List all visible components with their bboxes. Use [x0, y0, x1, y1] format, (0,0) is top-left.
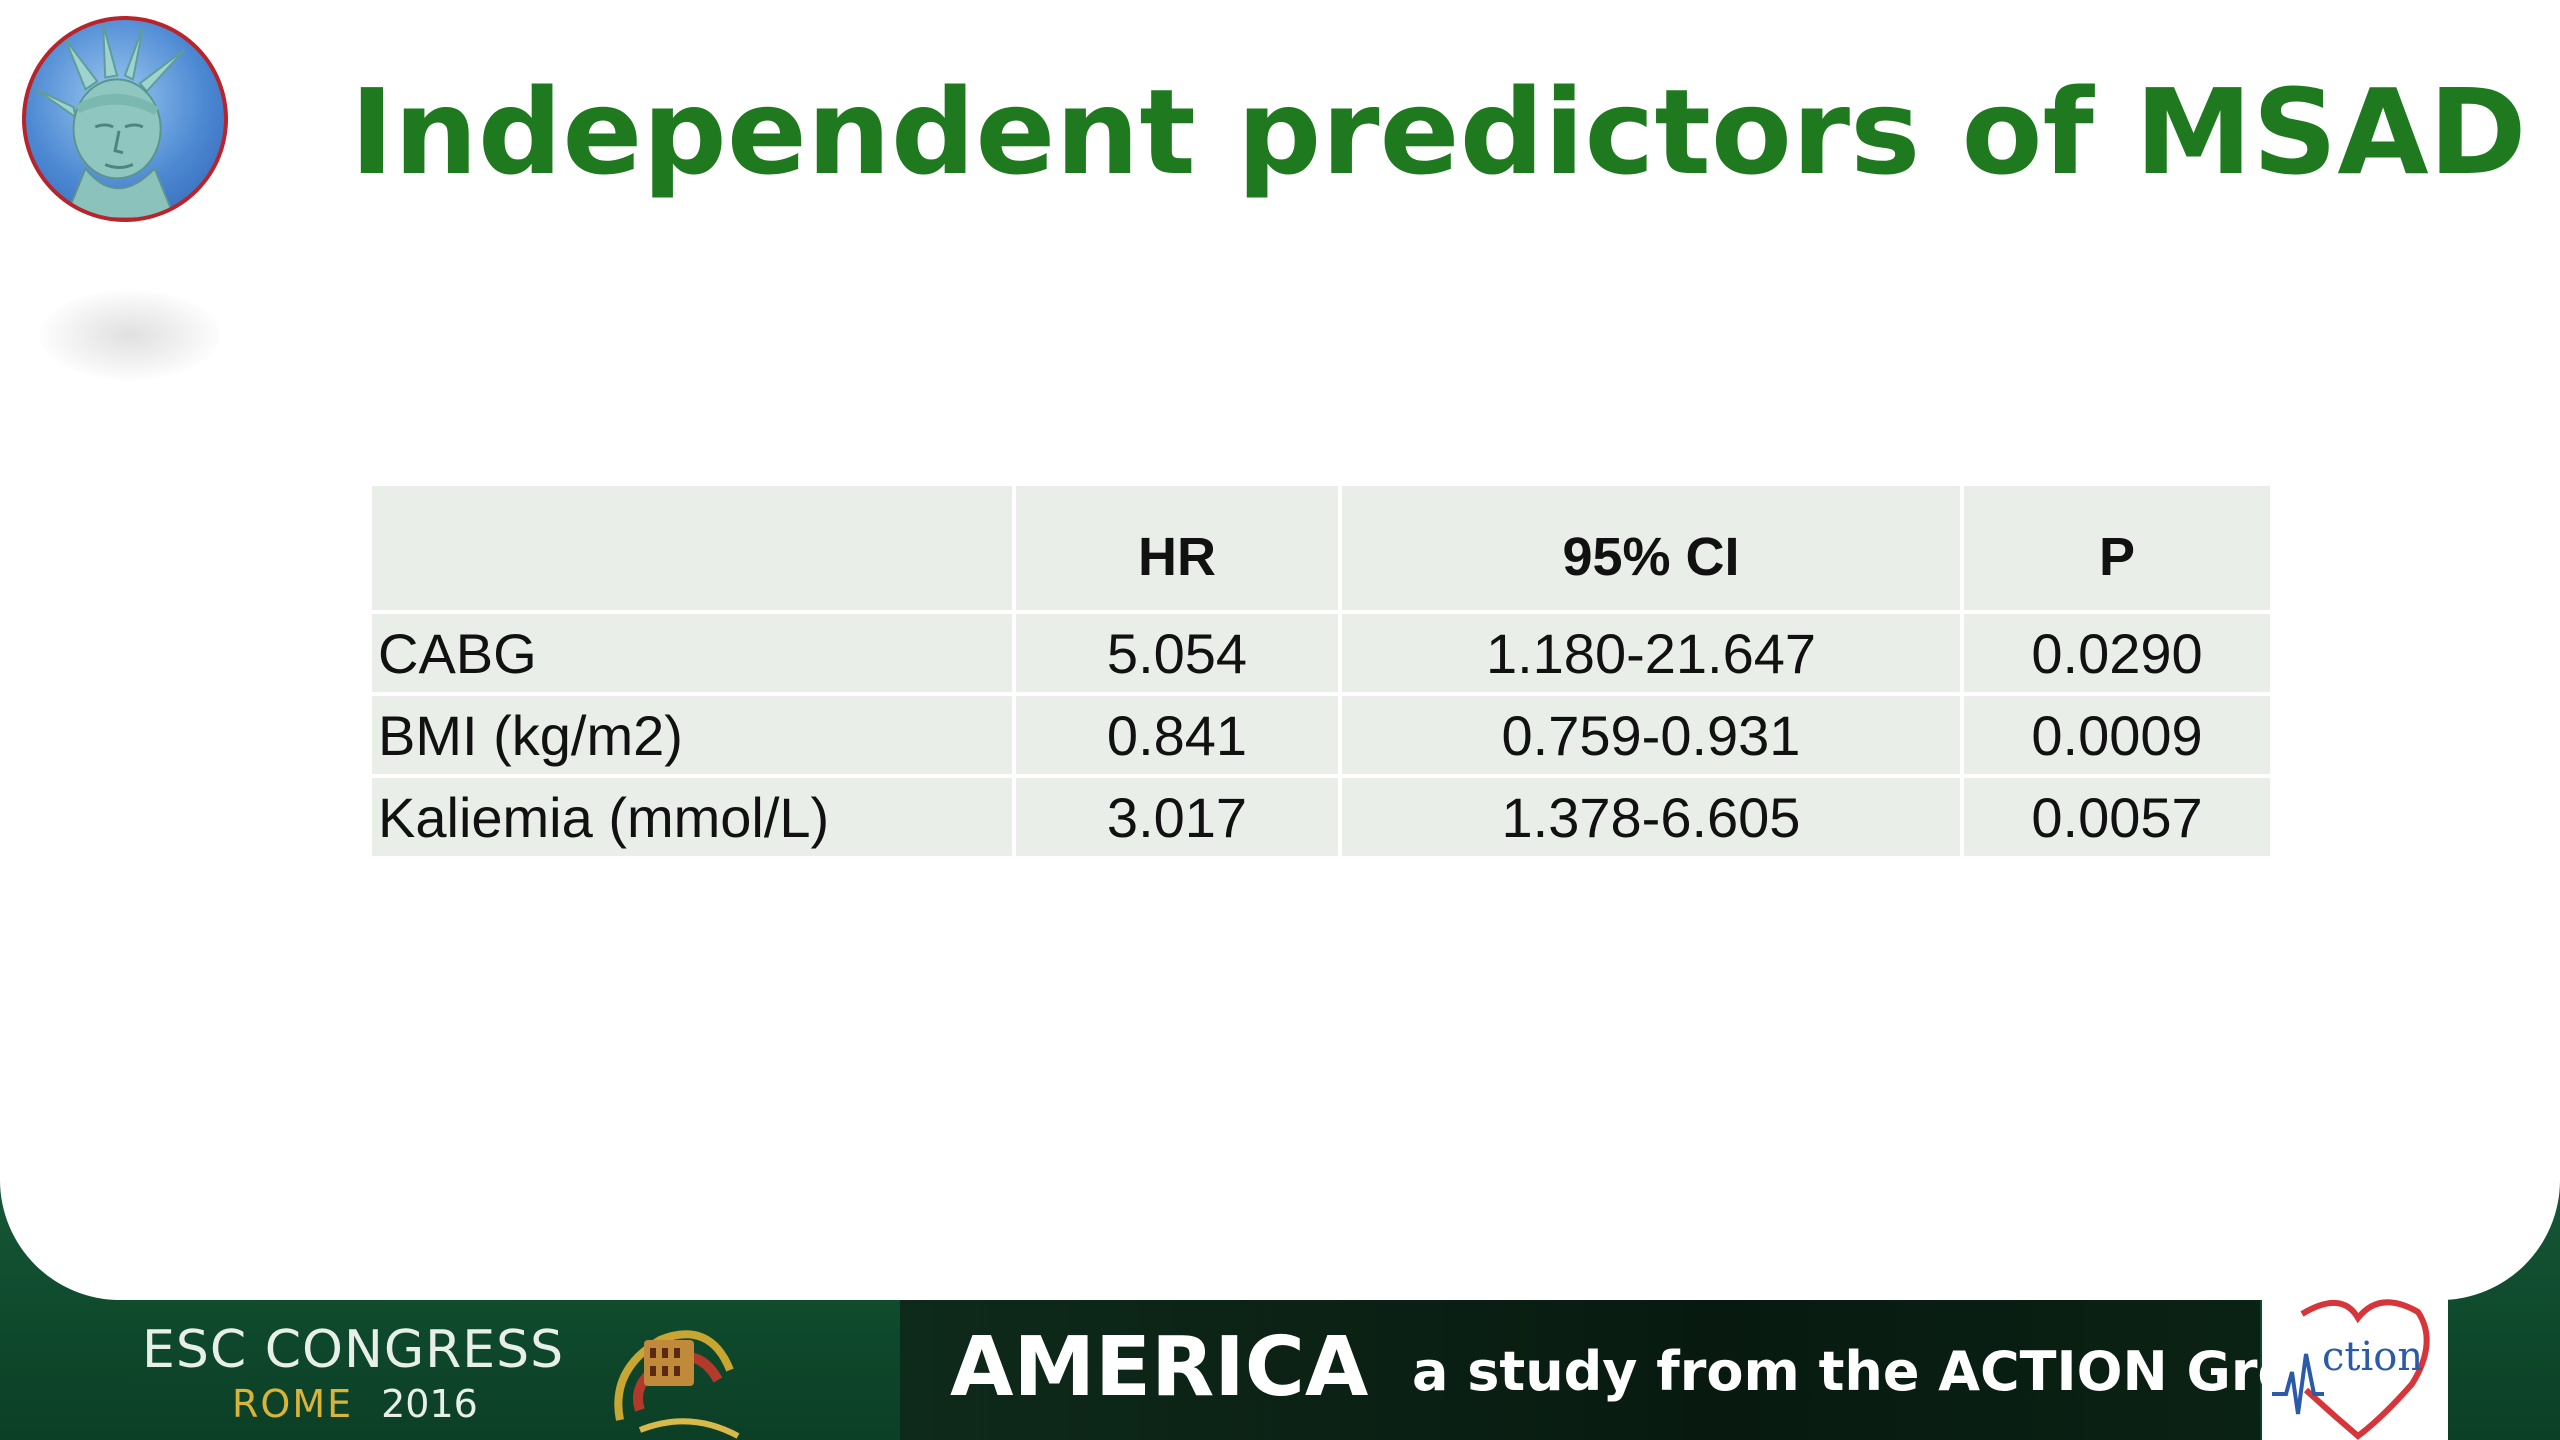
action-heart-logo: ction: [2262, 1294, 2448, 1440]
hr-value: 3.017: [1016, 778, 1342, 860]
ci-value: 0.759-0.931: [1342, 696, 1964, 778]
study-name: AMERICA: [950, 1320, 1369, 1415]
header-cell-hr: HR: [1016, 486, 1342, 614]
congress-year: 2016: [381, 1382, 478, 1426]
congress-city: ROME: [232, 1382, 354, 1426]
emblem-shadow: [40, 290, 220, 380]
slide-title: Independent predictors of MSAD: [350, 63, 2527, 201]
hr-value: 5.054: [1016, 614, 1342, 696]
ci-value: 1.378-6.605: [1342, 778, 1964, 860]
table-row: Kaliemia (mmol/L) 3.017 1.378-6.605 0.00…: [372, 778, 2270, 860]
hr-value: 0.841: [1016, 696, 1342, 778]
p-value: 0.0057: [1964, 778, 2270, 860]
congress-name: ESC CONGRESS: [142, 1320, 565, 1380]
predictors-table: HR 95% CI P CABG 5.054 1.180-21.647 0.02…: [372, 486, 2270, 860]
table-header-row: HR 95% CI P: [372, 486, 2270, 614]
row-label: BMI (kg/m2): [372, 696, 1016, 778]
table-row: CABG 5.054 1.180-21.647 0.0290: [372, 614, 2270, 696]
header-cell-empty: [372, 486, 1016, 614]
table-row: BMI (kg/m2) 0.841 0.759-0.931 0.0009: [372, 696, 2270, 778]
header-cell-ci: 95% CI: [1342, 486, 1964, 614]
footer-white-curve: [0, 1080, 2560, 1300]
congress-location: ROME 2016: [232, 1382, 478, 1426]
header-cell-p: P: [1964, 486, 2270, 614]
statue-of-liberty-icon: [22, 16, 228, 222]
p-value: 0.0009: [1964, 696, 2270, 778]
logo-text: ction: [2322, 1334, 2424, 1380]
row-label: CABG: [372, 614, 1016, 696]
ci-value: 1.180-21.647: [1342, 614, 1964, 696]
row-label: Kaliemia (mmol/L): [372, 778, 1016, 860]
p-value: 0.0290: [1964, 614, 2270, 696]
study-tagline: a study from the ACTION Group: [1412, 1340, 2372, 1403]
coliseum-icon: [600, 1300, 740, 1440]
footer-dark-strip: [900, 1300, 2260, 1440]
